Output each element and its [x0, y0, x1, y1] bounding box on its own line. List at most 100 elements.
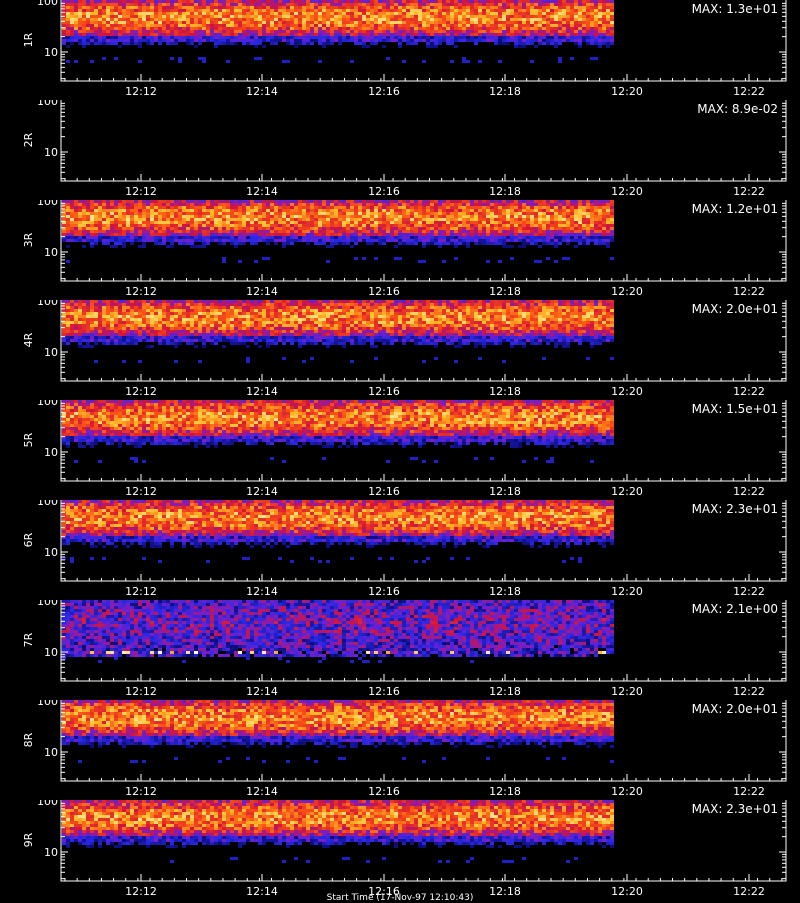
- heatmap-cell: [362, 18, 366, 21]
- heatmap-cell: [114, 206, 118, 209]
- heatmap-cell: [102, 303, 106, 306]
- y-tick-label: 100: [37, 200, 58, 208]
- heatmap-cell: [158, 15, 162, 18]
- heatmap-cell: [306, 3, 310, 6]
- heatmap-cell: [310, 303, 314, 306]
- heatmap-cell: [94, 12, 98, 15]
- heatmap-cell: [110, 206, 114, 209]
- heatmap-cell: [170, 236, 174, 239]
- heatmap-cell: [578, 33, 582, 36]
- heatmap-cell: [534, 215, 538, 218]
- heatmap-cell: [454, 39, 458, 42]
- heatmap-cell: [442, 200, 446, 203]
- heatmap-cell: [530, 230, 534, 233]
- heatmap-cell: [426, 36, 430, 39]
- heatmap-cell: [386, 212, 390, 215]
- heatmap-cell: [310, 236, 314, 239]
- heatmap-cell: [86, 15, 90, 18]
- heatmap-cell: [418, 36, 422, 39]
- heatmap-cell: [570, 6, 574, 9]
- heatmap-cell: [494, 15, 498, 18]
- heatmap-cell: [386, 309, 390, 312]
- heatmap-cell: [522, 200, 526, 203]
- heatmap-cell: [470, 21, 474, 24]
- heatmap-cell: [242, 309, 246, 312]
- heatmap-cell: [518, 300, 522, 303]
- heatmap-cell: [550, 33, 554, 36]
- heatmap-cell: [490, 39, 494, 42]
- heatmap-cell: [414, 18, 418, 21]
- heatmap-cell: [530, 209, 534, 212]
- heatmap-cell: [422, 33, 426, 36]
- heatmap-cell: [354, 303, 358, 306]
- heatmap-cell: [466, 245, 470, 248]
- heatmap-cell: [510, 303, 514, 306]
- heatmap-cell: [454, 15, 458, 18]
- heatmap-cell: [114, 21, 118, 24]
- heatmap-cell: [106, 0, 110, 3]
- heatmap-cell: [306, 215, 310, 218]
- heatmap-cell: [606, 239, 610, 242]
- heatmap-cell: [110, 303, 114, 306]
- heatmap-cell: [270, 18, 274, 21]
- heatmap-cell: [86, 200, 90, 203]
- heatmap-cell: [106, 236, 110, 239]
- heatmap-cell: [354, 206, 358, 209]
- heatmap-cell: [214, 306, 218, 309]
- heatmap-cell: [490, 9, 494, 12]
- heatmap-cell: [246, 42, 250, 45]
- heatmap-cell: [586, 209, 590, 212]
- heatmap-cell: [254, 224, 258, 227]
- heatmap-cell: [278, 200, 282, 203]
- heatmap-cell: [134, 36, 138, 39]
- heatmap-cell: [70, 300, 74, 303]
- heatmap-cell: [102, 39, 106, 42]
- heatmap-cell: [242, 236, 246, 239]
- heatmap-cell: [218, 224, 222, 227]
- heatmap-cell: [510, 6, 514, 9]
- heatmap-cell: [74, 6, 78, 9]
- heatmap-cell: [66, 212, 70, 215]
- heatmap-cell: [386, 218, 390, 221]
- heatmap-cell: [198, 212, 202, 215]
- heatmap-cell: [406, 12, 410, 15]
- heatmap-cell: [486, 233, 490, 236]
- heatmap-cell: [366, 218, 370, 221]
- heatmap-cell: [106, 6, 110, 9]
- heatmap-cell: [538, 27, 542, 30]
- heatmap-cell: [238, 200, 242, 203]
- heatmap-cell: [234, 3, 238, 6]
- heatmap-cell: [426, 6, 430, 9]
- heatmap-cell: [334, 12, 338, 15]
- heatmap-cell: [62, 9, 66, 12]
- heatmap-cell: [298, 6, 302, 9]
- heatmap-cell: [474, 18, 478, 21]
- heatmap-cell: [182, 24, 186, 27]
- heatmap-cell: [174, 212, 178, 215]
- heatmap-cell: [146, 9, 150, 12]
- heatmap-cell: [454, 203, 458, 206]
- heatmap-cell: [514, 200, 518, 203]
- heatmap-cell: [446, 21, 450, 24]
- heatmap-cell: [250, 221, 254, 224]
- heatmap-cell: [290, 242, 294, 245]
- heatmap-cell: [158, 9, 162, 12]
- heatmap-cell: [282, 233, 286, 236]
- heatmap-cell: [610, 236, 614, 239]
- heatmap-cell: [294, 42, 298, 45]
- heatmap-cell: [226, 60, 230, 63]
- heatmap-cell: [290, 224, 294, 227]
- heatmap-cell: [178, 300, 182, 303]
- heatmap-cell: [238, 24, 242, 27]
- heatmap-cell: [422, 242, 426, 245]
- heatmap-cell: [218, 200, 222, 203]
- heatmap-cell: [250, 230, 254, 233]
- heatmap-cell: [294, 6, 298, 9]
- heatmap-cell: [74, 218, 78, 221]
- heatmap-cell: [606, 242, 610, 245]
- heatmap-cell: [522, 21, 526, 24]
- heatmap-cell: [270, 24, 274, 27]
- heatmap-cell: [86, 18, 90, 21]
- heatmap-cell: [506, 209, 510, 212]
